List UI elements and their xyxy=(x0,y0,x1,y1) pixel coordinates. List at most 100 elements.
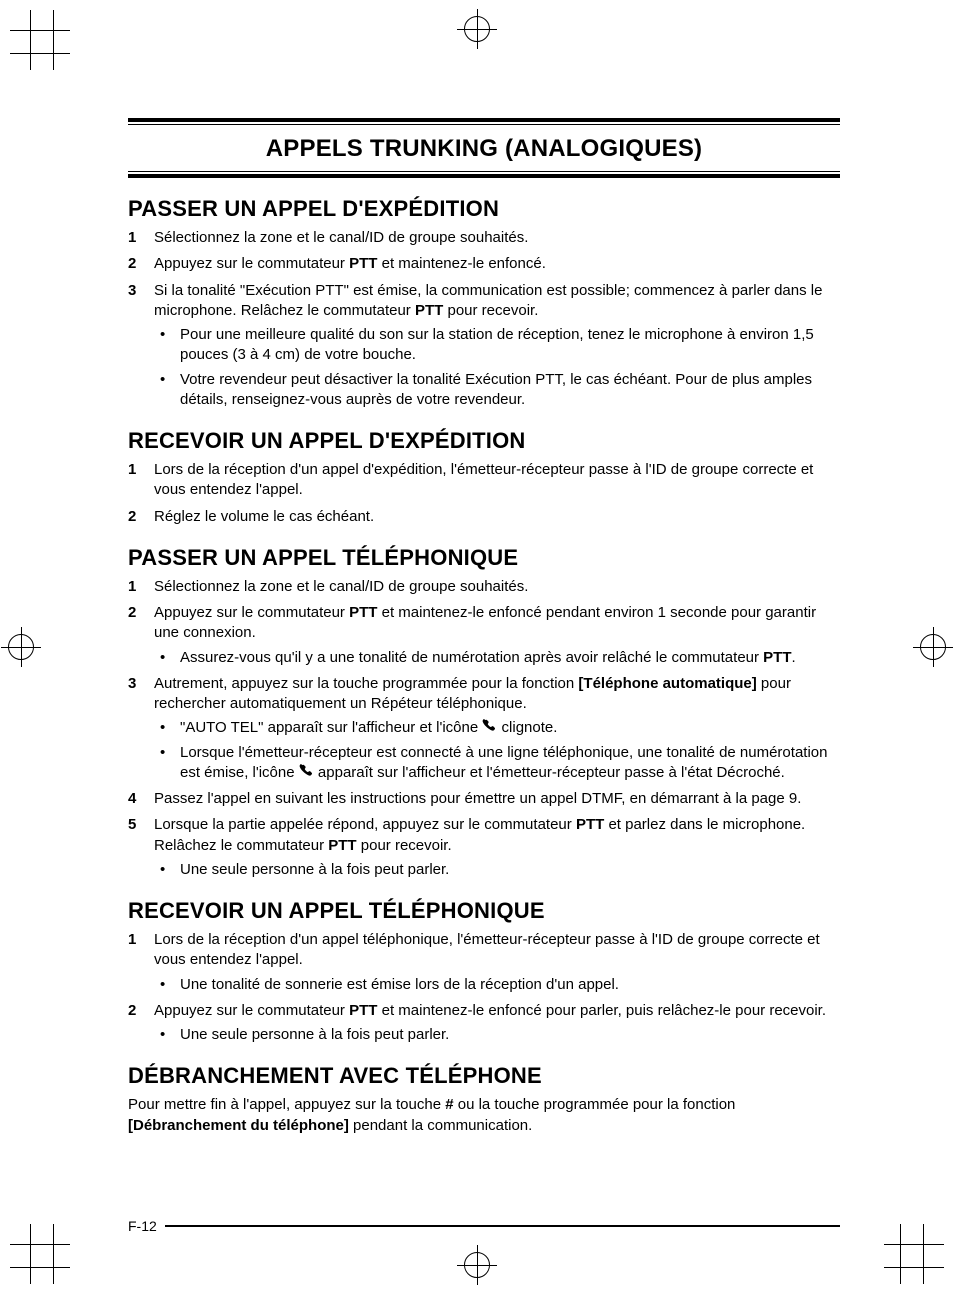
item-body: Appuyez sur le commutateur PTT et mainte… xyxy=(154,254,840,274)
bullet-list: •Assurez-vous qu'il y a une tonalité de … xyxy=(154,648,840,668)
item-body: Appuyez sur le commutateur PTT et mainte… xyxy=(154,1001,840,1046)
crop-mark xyxy=(53,1224,54,1284)
text-run: . xyxy=(792,649,796,666)
crop-mark xyxy=(10,1244,70,1245)
bullet-list: •Pour une meilleure qualité du son sur l… xyxy=(154,325,840,410)
text-run: Appuyez sur le commutateur xyxy=(154,604,349,621)
item-body: Sélectionnez la zone et le canal/ID de g… xyxy=(154,228,840,248)
bullet-body: "AUTO TEL" apparaît sur l'afficheur et l… xyxy=(180,718,840,738)
crop-mark xyxy=(30,1224,31,1284)
item-number: 3 xyxy=(128,281,154,411)
item-number: 2 xyxy=(128,507,154,527)
section-heading: PASSER UN APPEL D'EXPÉDITION xyxy=(128,196,840,222)
registration-cross xyxy=(933,627,934,667)
bullet-body: Votre revendeur peut désactiver la tonal… xyxy=(180,370,840,411)
item-number: 2 xyxy=(128,603,154,668)
bold-text: PTT xyxy=(576,816,604,833)
bullet-item: •Votre revendeur peut désactiver la tona… xyxy=(154,370,840,411)
bullet-dot: • xyxy=(154,975,180,995)
bullet-dot: • xyxy=(154,325,180,366)
section-heading: RECEVOIR UN APPEL D'EXPÉDITION xyxy=(128,428,840,454)
text-run: Lors de la réception d'un appel téléphon… xyxy=(154,931,820,968)
bullet-body: Une seule personne à la fois peut parler… xyxy=(180,860,840,880)
text-run: ou la touche programmée pour la fonction xyxy=(454,1096,736,1113)
list-item: 1Sélectionnez la zone et le canal/ID de … xyxy=(128,228,840,248)
title-rule-bottom xyxy=(128,174,840,178)
text-run: Lors de la réception d'un appel d'expédi… xyxy=(154,461,813,498)
bullet-item: •Une tonalité de sonnerie est émise lors… xyxy=(154,975,840,995)
bullet-item: •Lorsque l'émetteur-récepteur est connec… xyxy=(154,743,840,784)
item-body: Lors de la réception d'un appel téléphon… xyxy=(154,930,840,995)
numbered-list: 1Lors de la réception d'un appel d'expéd… xyxy=(128,460,840,527)
crop-mark xyxy=(53,10,54,70)
list-item: 5Lorsque la partie appelée répond, appuy… xyxy=(128,815,840,880)
list-item: 1Lors de la réception d'un appel d'expéd… xyxy=(128,460,840,501)
text-run: Pour une meilleure qualité du son sur la… xyxy=(180,326,814,363)
bullet-item: •Pour une meilleure qualité du son sur l… xyxy=(154,325,840,366)
text-run: pour recevoir. xyxy=(357,837,452,854)
page-title: APPELS TRUNKING (ANALOGIQUES) xyxy=(128,135,840,163)
numbered-list: 1Lors de la réception d'un appel télépho… xyxy=(128,930,840,1045)
bullet-item: •Assurez-vous qu'il y a une tonalité de … xyxy=(154,648,840,668)
bold-text: PTT xyxy=(349,604,377,621)
bullet-item: •Une seule personne à la fois peut parle… xyxy=(154,1025,840,1045)
list-item: 4Passez l'appel en suivant les instructi… xyxy=(128,789,840,809)
item-number: 5 xyxy=(128,815,154,880)
bullet-item: •Une seule personne à la fois peut parle… xyxy=(154,860,840,880)
crop-mark xyxy=(884,1244,944,1245)
footer-rule xyxy=(165,1225,840,1227)
bullet-body: Assurez-vous qu'il y a une tonalité de n… xyxy=(180,648,840,668)
item-number: 1 xyxy=(128,460,154,501)
text-run: pendant la communication. xyxy=(349,1117,532,1134)
crop-mark xyxy=(900,1224,901,1284)
list-item: 1Lors de la réception d'un appel télépho… xyxy=(128,930,840,995)
bold-text: [Téléphone automatique] xyxy=(578,675,756,692)
item-number: 1 xyxy=(128,577,154,597)
title-rule-top xyxy=(128,118,840,122)
item-number: 2 xyxy=(128,254,154,274)
page: APPELS TRUNKING (ANALOGIQUES) PASSER UN … xyxy=(0,0,954,1294)
text-run: Pour mettre fin à l'appel, appuyez sur l… xyxy=(128,1096,445,1113)
text-run: apparaît sur l'afficheur et l'émetteur-r… xyxy=(314,764,785,781)
paragraph: Pour mettre fin à l'appel, appuyez sur l… xyxy=(128,1095,840,1136)
text-run: pour recevoir. xyxy=(443,302,538,319)
bullet-dot: • xyxy=(154,648,180,668)
bold-text: # xyxy=(445,1096,453,1113)
bullet-list: •Une seule personne à la fois peut parle… xyxy=(154,1025,840,1045)
bold-text: PTT xyxy=(349,255,377,272)
registration-cross xyxy=(477,9,478,49)
section-heading: PASSER UN APPEL TÉLÉPHONIQUE xyxy=(128,545,840,571)
text-run: et maintenez-le enfoncé pour parler, pui… xyxy=(377,1002,826,1019)
phone-icon xyxy=(299,764,314,779)
list-item: 2Appuyez sur le commutateur PTT et maint… xyxy=(128,603,840,668)
registration-cross xyxy=(477,1245,478,1285)
bold-text: PTT xyxy=(415,302,443,319)
text-run: Votre revendeur peut désactiver la tonal… xyxy=(180,371,812,408)
item-body: Appuyez sur le commutateur PTT et mainte… xyxy=(154,603,840,668)
bullet-body: Une seule personne à la fois peut parler… xyxy=(180,1025,840,1045)
numbered-list: 1Sélectionnez la zone et le canal/ID de … xyxy=(128,228,840,410)
crop-mark xyxy=(884,1267,944,1268)
phone-icon xyxy=(482,719,497,734)
item-number: 3 xyxy=(128,674,154,783)
text-run: Réglez le volume le cas échéant. xyxy=(154,508,374,525)
title-rule-bottom-thin xyxy=(128,171,840,172)
item-body: Autrement, appuyez sur la touche program… xyxy=(154,674,840,783)
item-body: Passez l'appel en suivant les instructio… xyxy=(154,789,840,809)
item-number: 2 xyxy=(128,1001,154,1046)
text-run: Appuyez sur le commutateur xyxy=(154,255,349,272)
list-item: 1Sélectionnez la zone et le canal/ID de … xyxy=(128,577,840,597)
bullet-body: Une tonalité de sonnerie est émise lors … xyxy=(180,975,840,995)
text-run: Assurez-vous qu'il y a une tonalité de n… xyxy=(180,649,763,666)
list-item: 2Réglez le volume le cas échéant. xyxy=(128,507,840,527)
bullet-list: •Une seule personne à la fois peut parle… xyxy=(154,860,840,880)
item-number: 1 xyxy=(128,930,154,995)
text-run: Une seule personne à la fois peut parler… xyxy=(180,1026,449,1043)
text-run: Autrement, appuyez sur la touche program… xyxy=(154,675,578,692)
text-run: Appuyez sur le commutateur xyxy=(154,1002,349,1019)
item-number: 4 xyxy=(128,789,154,809)
text-run: clignote. xyxy=(497,719,557,736)
item-body: Réglez le volume le cas échéant. xyxy=(154,507,840,527)
text-run: et maintenez-le enfoncé. xyxy=(377,255,545,272)
text-run: Une tonalité de sonnerie est émise lors … xyxy=(180,976,619,993)
